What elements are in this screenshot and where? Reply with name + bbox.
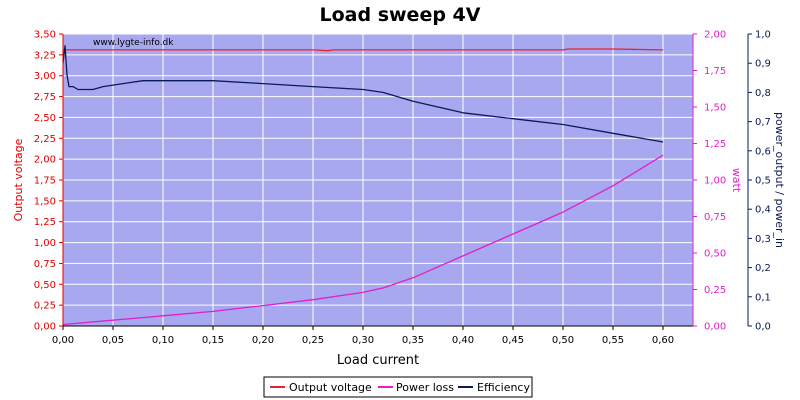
right-watt-tick-label: 1,25 — [704, 139, 726, 150]
legend-item-efficiency: Efficiency — [458, 381, 530, 394]
left-axis-title: Output voltage — [12, 138, 25, 221]
x-axis-title: Load current — [337, 353, 419, 368]
x-tick-label: 0,15 — [202, 335, 224, 346]
right-efficiency-tick-label: 0,4 — [755, 205, 771, 216]
left-tick-label: 1,25 — [34, 217, 56, 228]
power-loss-line — [62, 154, 664, 326]
left-tick-label: 1,50 — [34, 196, 56, 207]
output-voltage-line — [63, 48, 664, 52]
legend: Output voltage Power loss Efficiency — [263, 376, 533, 398]
right-efficiency-axis-title: power_output / power_in — [773, 112, 786, 248]
left-tick-label: 0,75 — [34, 259, 56, 270]
watermark-text: www.lygte-info.dk — [93, 38, 174, 48]
right-efficiency-tick-label: 0,7 — [755, 117, 771, 128]
right-watt-tick-label: 0,75 — [704, 212, 726, 223]
x-tick-label: 0,25 — [302, 335, 324, 346]
legend-label-efficiency: Efficiency — [477, 381, 530, 394]
x-tick-label: 0,45 — [502, 335, 524, 346]
x-tick-label: 0,05 — [102, 335, 124, 346]
right-watt-tick-label: 1,50 — [704, 103, 726, 114]
chart-title: Load sweep 4V — [320, 4, 481, 26]
right-watt-axis-title: watt — [730, 168, 743, 193]
left-tick-label: 1,00 — [34, 238, 56, 249]
right-efficiency-tick-label: 0,6 — [755, 146, 771, 157]
x-tick-label: 0,20 — [252, 335, 274, 346]
x-tick-label: 0,30 — [352, 335, 374, 346]
x-tick-label: 0,60 — [652, 335, 674, 346]
right-watt-tick-label: 0,50 — [704, 249, 726, 260]
left-tick-label: 0,25 — [34, 301, 56, 312]
right-efficiency-tick-label: 0,5 — [755, 176, 771, 187]
left-tick-label: 2,50 — [34, 113, 56, 124]
right-efficiency-tick-label: 0,2 — [755, 263, 771, 274]
left-tick-label: 3,25 — [34, 50, 56, 61]
right-efficiency-axis-ticks: 0,0 0,1 0,2 0,3 0,4 0,5 0,6 0,7 0,8 0,9 1,0 — [748, 30, 771, 333]
grid-lines — [62, 33, 693, 327]
x-tick-label: 0,35 — [402, 335, 424, 346]
left-tick-label: 3,50 — [34, 30, 56, 41]
left-tick-label: 0,50 — [34, 280, 56, 291]
legend-label-power-loss: Power loss — [396, 381, 454, 394]
right-watt-tick-label: 1,75 — [704, 66, 726, 77]
left-tick-label: 2,25 — [34, 134, 56, 145]
legend-box — [263, 376, 533, 398]
right-efficiency-tick-label: 0,1 — [755, 292, 771, 303]
right-watt-tick-label: 0,00 — [704, 322, 726, 333]
left-tick-label: 1,75 — [34, 176, 56, 187]
right-efficiency-tick-label: 0,8 — [755, 88, 771, 99]
left-tick-label: 2,75 — [34, 92, 56, 103]
x-tick-label: 0,55 — [602, 335, 624, 346]
right-watt-tick-label: 2,00 — [704, 30, 726, 41]
left-tick-label: 3,00 — [34, 71, 56, 82]
legend-item-output-voltage: Output voltage — [270, 381, 372, 394]
axis-lines — [62, 34, 749, 327]
left-axis-ticks: 0,00 0,25 0,50 0,75 1,00 1,25 1,50 1,75 2,00 2,25… — [34, 30, 63, 333]
right-watt-tick-label: 0,25 — [704, 285, 726, 296]
left-tick-label: 0,00 — [34, 322, 56, 333]
right-efficiency-tick-label: 0,3 — [755, 234, 771, 245]
x-tick-label: 0,10 — [152, 335, 174, 346]
efficiency-line — [62, 45, 664, 143]
x-tick-label: 0,00 — [52, 335, 74, 346]
x-tick-label: 0,50 — [552, 335, 574, 346]
series-layer — [62, 45, 664, 326]
right-watt-axis-ticks: 0,00 0,25 0,50 0,75 1,00 1,25 1,50 1,75 2,00 — [693, 30, 726, 333]
right-efficiency-tick-label: 0,9 — [755, 59, 771, 70]
right-efficiency-tick-label: 1,0 — [755, 30, 771, 41]
legend-label-output-voltage: Output voltage — [289, 381, 372, 394]
x-axis-ticks: 0,00 0,05 0,10 0,15 0,20 0,25 0,30 0,35 0,40 0,45… — [52, 326, 674, 346]
right-efficiency-tick-label: 0,0 — [755, 322, 771, 333]
legend-item-power-loss: Power loss — [378, 381, 454, 394]
x-tick-label: 0,40 — [452, 335, 474, 346]
right-watt-tick-label: 1,00 — [704, 176, 726, 187]
left-tick-label: 2,00 — [34, 155, 56, 166]
